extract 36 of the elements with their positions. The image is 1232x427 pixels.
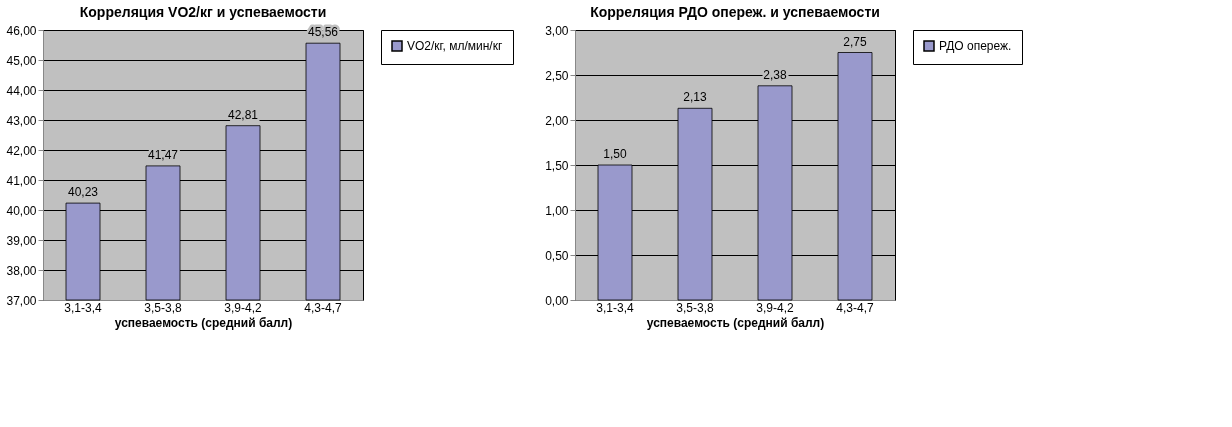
x-tick-label: 4,3-4,7 <box>304 300 343 315</box>
y-tick-label: 2,00 <box>545 113 569 128</box>
y-tick-label: 38,00 <box>6 263 37 278</box>
x-tick-label: 4,3-4,7 <box>836 300 875 315</box>
data-label: 42,81 <box>227 107 259 122</box>
y-tick-label: 0,00 <box>545 293 569 308</box>
y-tick-label: 37,00 <box>6 293 37 308</box>
data-label: 40,23 <box>67 185 99 200</box>
y-tick-label: 3,00 <box>545 23 569 38</box>
x-tick-label: 3,9-4,2 <box>224 300 263 315</box>
y-tick-label: 0,50 <box>545 248 569 263</box>
y-tick-label: 39,00 <box>6 233 37 248</box>
x-axis-title: успеваемость (средний балл) <box>114 315 293 330</box>
x-tick-label: 3,9-4,2 <box>756 300 795 315</box>
y-tick-label: 43,00 <box>6 113 37 128</box>
legend-label: VO2/кг, мл/мин/кг <box>407 39 503 53</box>
y-tick-label: 42,00 <box>6 143 37 158</box>
y-tick-label: 44,00 <box>6 83 37 98</box>
x-axis-title: успеваемость (средний балл) <box>646 315 825 330</box>
legend-label: РДО опереж. <box>939 39 1012 53</box>
y-tick-label: 2,50 <box>545 68 569 83</box>
x-tick-label: 3,1-3,4 <box>596 300 635 315</box>
data-label: 1,50 <box>603 147 627 161</box>
y-tick-label: 46,00 <box>6 23 37 38</box>
data-label: 2,13 <box>683 90 707 105</box>
y-tick-label: 1,00 <box>545 203 569 218</box>
y-tick-label: 41,00 <box>6 173 37 188</box>
y-tick-label: 45,00 <box>6 53 37 68</box>
x-tick-label: 3,1-3,4 <box>64 300 103 315</box>
y-tick-label: 1,50 <box>545 158 569 173</box>
x-tick-label: 3,5-3,8 <box>676 300 715 315</box>
data-label: 2,75 <box>843 34 867 49</box>
chart-title: Корреляция VO2/кг и успеваемости <box>79 4 327 20</box>
y-tick-label: 40,00 <box>6 203 37 218</box>
chart-title: Корреляция РДО опереж. и успеваемости <box>590 4 880 20</box>
x-tick-label: 3,5-3,8 <box>144 300 183 315</box>
